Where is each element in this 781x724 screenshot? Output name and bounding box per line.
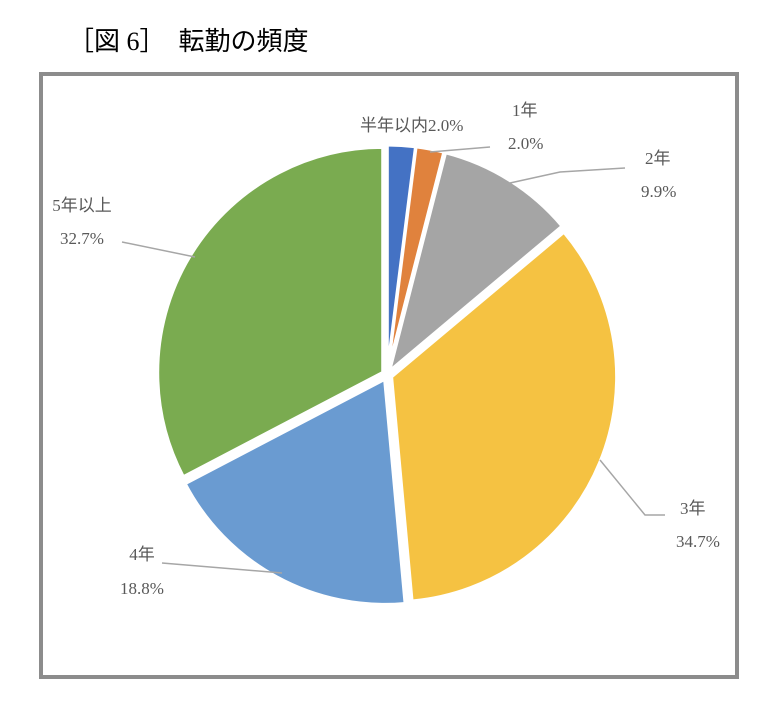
leader-line [429,146,491,153]
category-label: 1年 [512,101,538,120]
value-label: 2.0% [508,134,543,153]
value-label: 32.7% [60,229,104,248]
category-label: 半年以内 [360,116,428,135]
value-label: 9.9% [641,182,676,201]
pie-slice [183,377,407,606]
data-label: 半年以内2.0% [360,116,463,135]
value-label: 34.7% [676,532,720,551]
chart-frame [39,72,739,679]
leader-line [161,562,283,574]
leader-line [599,459,665,516]
leader-line [121,241,196,258]
category-label: 3年 [680,499,706,518]
category-label: 4年 [129,545,155,564]
pie-slice [387,150,565,375]
chart-title: ［図 6］ 転勤の頻度 [68,27,309,56]
pie-slice [390,230,619,603]
leader-line [509,167,626,184]
value-label: 18.8% [120,579,164,598]
category-label: 2年 [645,149,671,168]
value-label: 2.0% [428,116,463,135]
category-label: 5年以上 [52,196,112,215]
pie-slice [386,145,446,371]
